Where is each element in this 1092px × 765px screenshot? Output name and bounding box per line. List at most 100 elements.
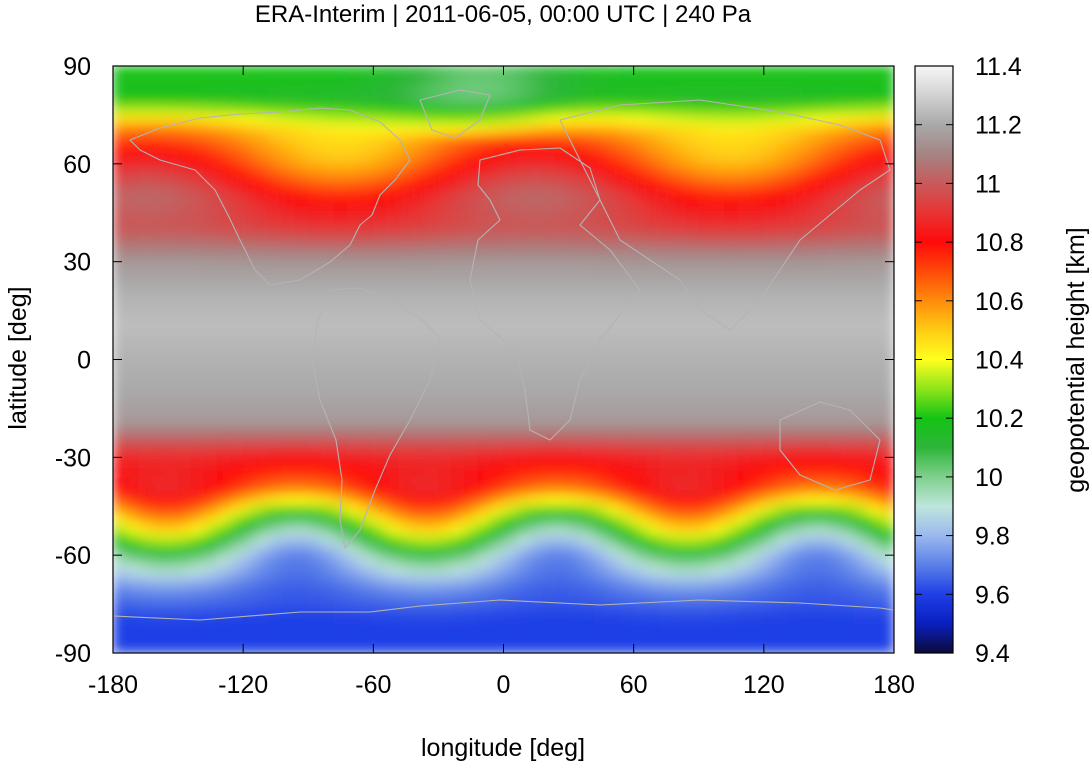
heatmap-cell [307,270,322,282]
heatmap-cell [190,398,205,409]
heatmap-cell [333,310,348,321]
heatmap-cell [763,515,778,527]
heatmap-cell [555,407,570,419]
heatmap-cell [737,466,752,478]
heatmap-cell [151,505,166,517]
heatmap-cell [320,486,335,497]
heatmap-cell [854,632,869,644]
heatmap-cell [229,231,244,243]
heatmap-cell [190,124,205,135]
heatmap-cell [607,632,622,644]
heatmap-cell [737,329,752,341]
heatmap-cell [229,241,244,253]
heatmap-cell [151,623,166,634]
heatmap-cell [529,153,544,165]
heatmap-cell [503,310,518,321]
heatmap-cell [476,339,491,351]
heatmap-cell [255,192,270,204]
heatmap-cell [476,133,491,145]
heatmap-cell [307,202,322,214]
heatmap-cell [398,378,413,390]
heatmap-cell [463,280,478,292]
heatmap-cell [463,378,478,390]
heatmap-cell [346,642,361,653]
heatmap-cell [659,603,674,615]
heatmap-cell [138,290,153,302]
heatmap-cell [255,456,270,468]
heatmap-cell [333,222,348,233]
heatmap-cell [711,349,726,360]
heatmap-cell [789,642,804,653]
heatmap-cell [802,261,817,272]
heatmap-cell [607,173,622,184]
heatmap-cell [255,300,270,312]
heatmap-cell [359,476,374,488]
heatmap-cell [841,280,856,292]
heatmap-cell [151,515,166,527]
heatmap-cell [711,368,726,380]
heatmap-cell [164,437,179,449]
heatmap-cell [516,427,531,439]
heatmap-cell [607,359,622,370]
heatmap-cell [385,94,400,106]
heatmap-cell [177,231,192,243]
heatmap-cell [815,310,830,321]
heatmap-cell [646,182,661,194]
heatmap-cell [854,593,869,605]
heatmap-cell [711,270,726,282]
heatmap-cell [828,378,843,390]
heatmap-cell [437,339,452,351]
heatmap-cell [841,94,856,106]
heatmap-cell [476,319,491,331]
heatmap-cell [307,104,322,116]
coastline-south-america [311,287,441,549]
heatmap-cell [281,261,296,272]
heatmap-cell [763,231,778,243]
heatmap-cell [542,378,557,390]
heatmap-cell [698,85,713,96]
heatmap-cell [607,505,622,517]
heatmap-cell [581,163,596,175]
heatmap-cell [880,290,894,302]
heatmap-cell [620,437,635,449]
heatmap-cell [529,133,544,145]
heatmap-cell [594,241,609,253]
heatmap-cell [151,290,166,302]
heatmap-cell [113,270,127,282]
heatmap-cell [476,417,491,429]
heatmap-cell [568,310,583,321]
heatmap-cell [476,85,491,96]
heatmap-cell [802,329,817,341]
heatmap-cell [711,85,726,96]
heatmap-cell [711,359,726,370]
heatmap-cell [620,339,635,351]
heatmap-cell [229,407,244,419]
heatmap-cell [711,231,726,243]
heatmap-cell [724,300,739,312]
heatmap-cell [294,310,309,321]
heatmap-cell [476,329,491,341]
heatmap-cell [346,632,361,644]
heatmap-cell [542,564,557,576]
heatmap-cell [424,241,439,253]
heatmap-cell [646,368,661,380]
heatmap-cell [776,486,791,497]
heatmap-cell [659,290,674,302]
heatmap-cell [255,603,270,615]
heatmap-cell [242,114,257,126]
heatmap-cell [776,398,791,409]
heatmap-cell [385,310,400,321]
heatmap-cell [802,417,817,429]
heatmap-cell [203,398,218,409]
heatmap-cell [463,222,478,233]
heatmap-cell [216,290,231,302]
heatmap-cell [646,310,661,321]
heatmap-cell [503,163,518,175]
heatmap-cell [841,66,856,77]
heatmap-cell [698,104,713,116]
heatmap-cell [516,437,531,449]
heatmap-cell [607,310,622,321]
heatmap-cell [346,544,361,556]
heatmap-cell [542,427,557,439]
heatmap-cell [724,163,739,175]
